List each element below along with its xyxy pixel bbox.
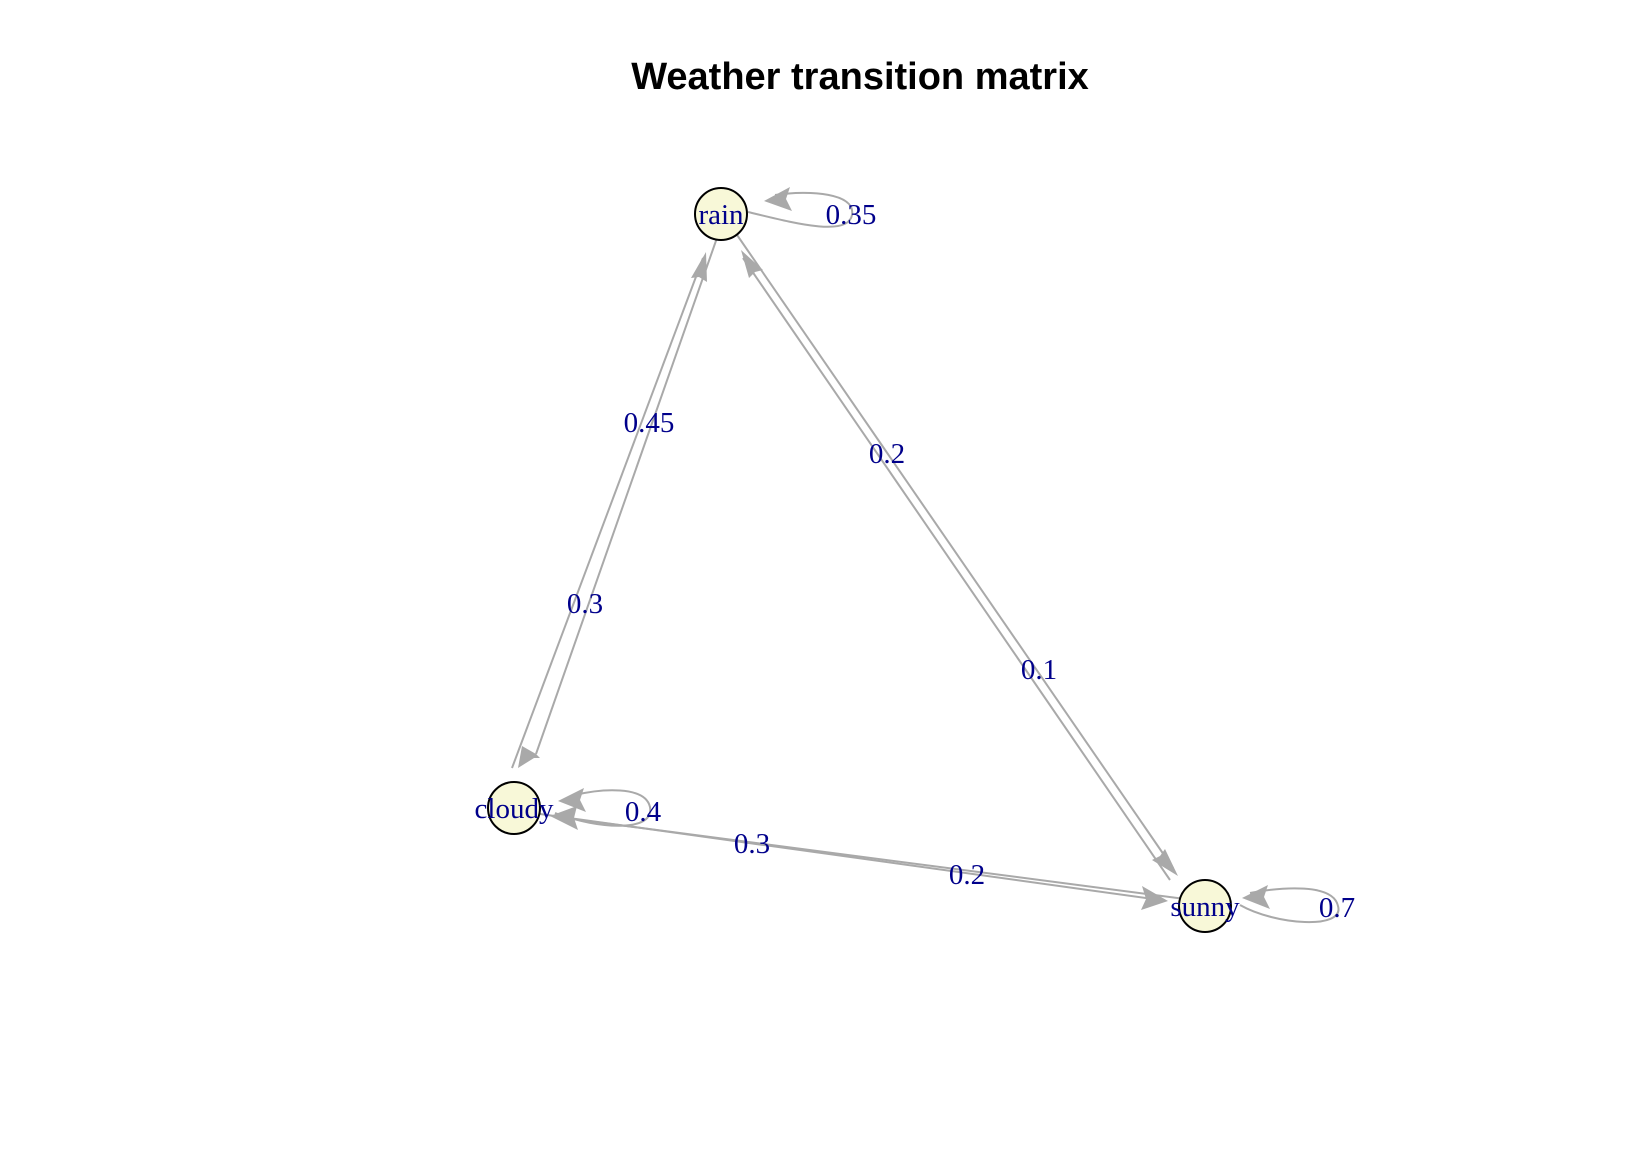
node-label-rain: rain: [698, 199, 744, 231]
edge-sunny-to-rain: [742, 257, 1171, 881]
node-label-sunny: sunny: [1170, 891, 1240, 923]
edge-label-cloudy-sunny: 0.2: [949, 859, 985, 891]
node-sunny: [1178, 879, 1232, 933]
arrow-into-cloudy-from-cloudy: [558, 788, 586, 812]
node-label-cloudy: cloudy: [475, 793, 554, 825]
edge-label-sunny-sunny: 0.7: [1319, 892, 1355, 924]
chart-title: Weather transition matrix: [631, 56, 1089, 98]
arrow-into-rain-from-sunny: [741, 250, 763, 278]
edge-label-rain-cloudy: 0.3: [567, 588, 603, 620]
edge-label-cloudy-cloudy: 0.4: [625, 796, 662, 828]
node-rain: [694, 187, 748, 241]
edge-label-sunny-rain: 0.2: [869, 438, 905, 470]
edge-rain-to-cloudy: [535, 234, 719, 755]
edge-labels: 0.35 0.3 0.1 0.45 0.4 0.2 0.2 0.3 0.7: [567, 199, 1355, 924]
edge-cloudy-to-cloudy: [554, 789, 652, 827]
edge-rain-to-sunny: [734, 231, 1174, 869]
edge-rain-to-rain: [747, 191, 854, 228]
edge-label-rain-rain: 0.35: [826, 199, 877, 231]
arrow-into-sunny-from-rain: [1152, 849, 1178, 876]
node-cloudy: [487, 781, 541, 835]
edge-sunny-to-sunny: [1239, 887, 1340, 923]
arrow-into-sunny-from-cloudy: [1141, 886, 1168, 910]
arrow-into-cloudy-from-sunny: [550, 806, 578, 830]
edge-label-sunny-cloudy: 0.3: [734, 828, 770, 860]
edge-label-rain-sunny: 0.1: [1021, 654, 1057, 686]
arrow-into-rain-from-rain: [764, 187, 792, 211]
arrow-into-rain-from-cloudy: [691, 252, 707, 282]
edge-cloudy-to-rain: [511, 257, 704, 769]
edge-sunny-to-cloudy: [564, 817, 1186, 900]
node-labels: rain cloudy sunny: [475, 199, 1241, 923]
arrow-into-sunny-from-sunny: [1242, 885, 1270, 909]
nodes: [487, 187, 1232, 933]
edges: [511, 191, 1340, 923]
arrow-into-cloudy-from-rain: [518, 746, 540, 768]
arrow-heads: [518, 187, 1270, 910]
edge-label-cloudy-rain: 0.45: [624, 407, 675, 439]
